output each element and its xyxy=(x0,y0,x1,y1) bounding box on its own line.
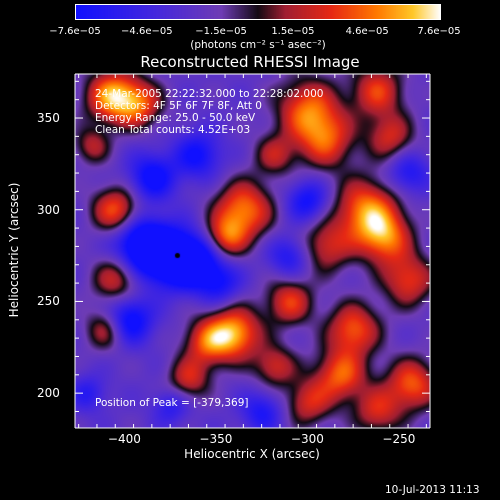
colorbar-frame xyxy=(75,4,441,20)
y-tick-label: 350 xyxy=(37,111,60,126)
colorbar-tick-label: 4.6e−05 xyxy=(345,26,389,37)
colorbar-tick-label: 7.6e−05 xyxy=(417,26,461,37)
colorbar-tick-label: −1.5e−05 xyxy=(195,26,247,37)
info-time-range: 24-Mar-2005 22:22:32.000 to 22:28:02.000 xyxy=(95,88,324,100)
colorbar-tick-label: 1.5e−05 xyxy=(271,26,315,37)
info-detectors: Detectors: 4F 5F 6F 7F 8F, Att 0 xyxy=(95,100,262,112)
colorbar-tick-label: −7.6e−05 xyxy=(49,26,101,37)
heatmap-image xyxy=(75,74,430,428)
colorbar-tick-label: −4.6e−05 xyxy=(121,26,173,37)
x-tick-label: −400 xyxy=(107,432,141,446)
colorbar xyxy=(75,4,441,20)
peak-position-label: Position of Peak = [-379,369] xyxy=(95,397,249,409)
info-clean-counts: Clean Total counts: 4.52E+03 xyxy=(95,124,251,136)
colorbar-units: (photons cm⁻² s⁻¹ asec⁻²) xyxy=(190,39,326,51)
x-axis-label: Heliocentric X (arcsec) xyxy=(184,447,320,461)
y-tick-label: 250 xyxy=(37,294,60,309)
y-tick-label: 300 xyxy=(37,202,60,217)
footer-date: 10-Jul-2013 11:13 xyxy=(385,484,480,496)
x-tick-label: −250 xyxy=(382,432,416,446)
y-tick-label: 200 xyxy=(37,386,60,401)
info-energy-range: Energy Range: 25.0 - 50.0 keV xyxy=(95,112,256,124)
x-tick-label: −300 xyxy=(290,432,324,446)
y-axis-label: Heliocentric Y (arcsec) xyxy=(7,182,21,318)
x-tick-label: −350 xyxy=(199,432,233,446)
chart-title: Reconstructed RHESSI Image xyxy=(140,53,360,71)
